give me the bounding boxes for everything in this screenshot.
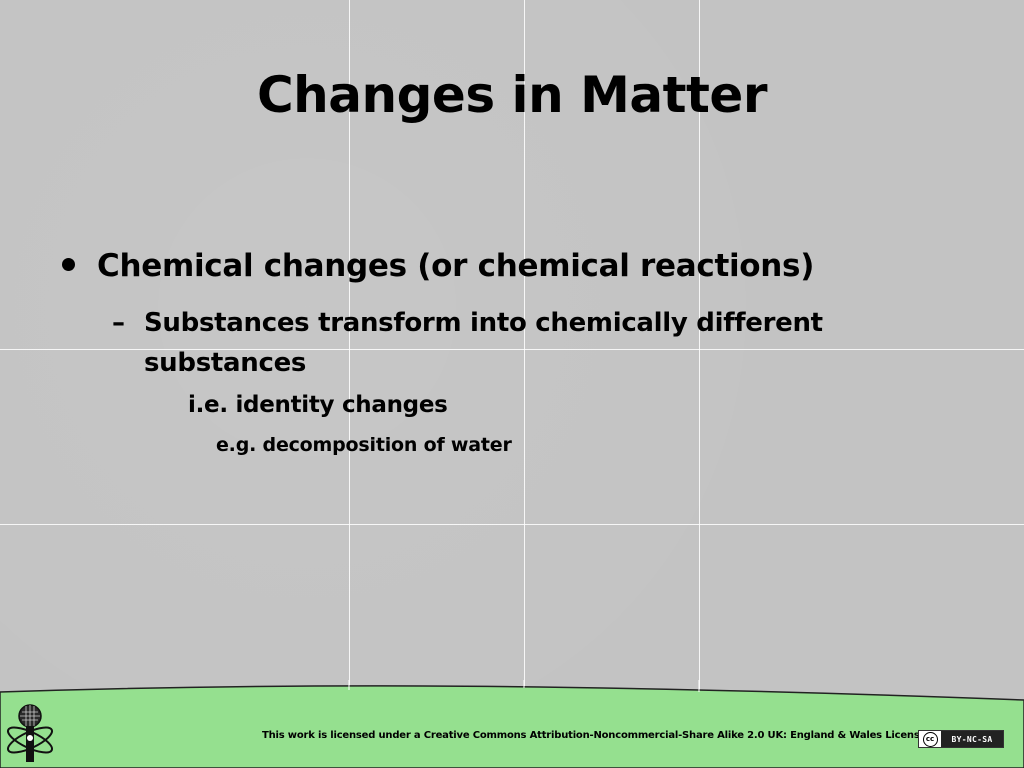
bullet-level-2: – Substances transform into chemically d…: [112, 303, 872, 383]
bullet-level-3-text: i.e. identity changes: [188, 392, 448, 418]
bullet-dot-icon: [62, 258, 75, 271]
license-text: This work is licensed under a Creative C…: [262, 730, 927, 741]
grid-line: [0, 349, 1024, 350]
grid-line: [349, 0, 350, 692]
grid-line: [699, 0, 700, 692]
cc-license-badge[interactable]: cc BY-NC-SA: [918, 730, 1004, 748]
cc-terms: BY-NC-SA: [941, 731, 1003, 747]
bullet-level-4-text: e.g. decomposition of water: [216, 434, 512, 456]
grid-line: [0, 524, 1024, 525]
dash-marker: –: [112, 308, 125, 338]
footer-wave: [0, 680, 1024, 768]
slide-title: Changes in Matter: [256, 66, 768, 124]
atom-microphone-icon: [6, 704, 54, 762]
grid-line: [524, 0, 525, 692]
bullet-level-1-text: Chemical changes (or chemical reactions): [97, 248, 815, 284]
bullet-level-1: Chemical changes (or chemical reactions): [62, 248, 814, 284]
bullet-level-2-text: Substances transform into chemically dif…: [144, 308, 823, 378]
footer-band: [0, 680, 1024, 768]
cc-logo-icon: cc: [919, 731, 941, 747]
